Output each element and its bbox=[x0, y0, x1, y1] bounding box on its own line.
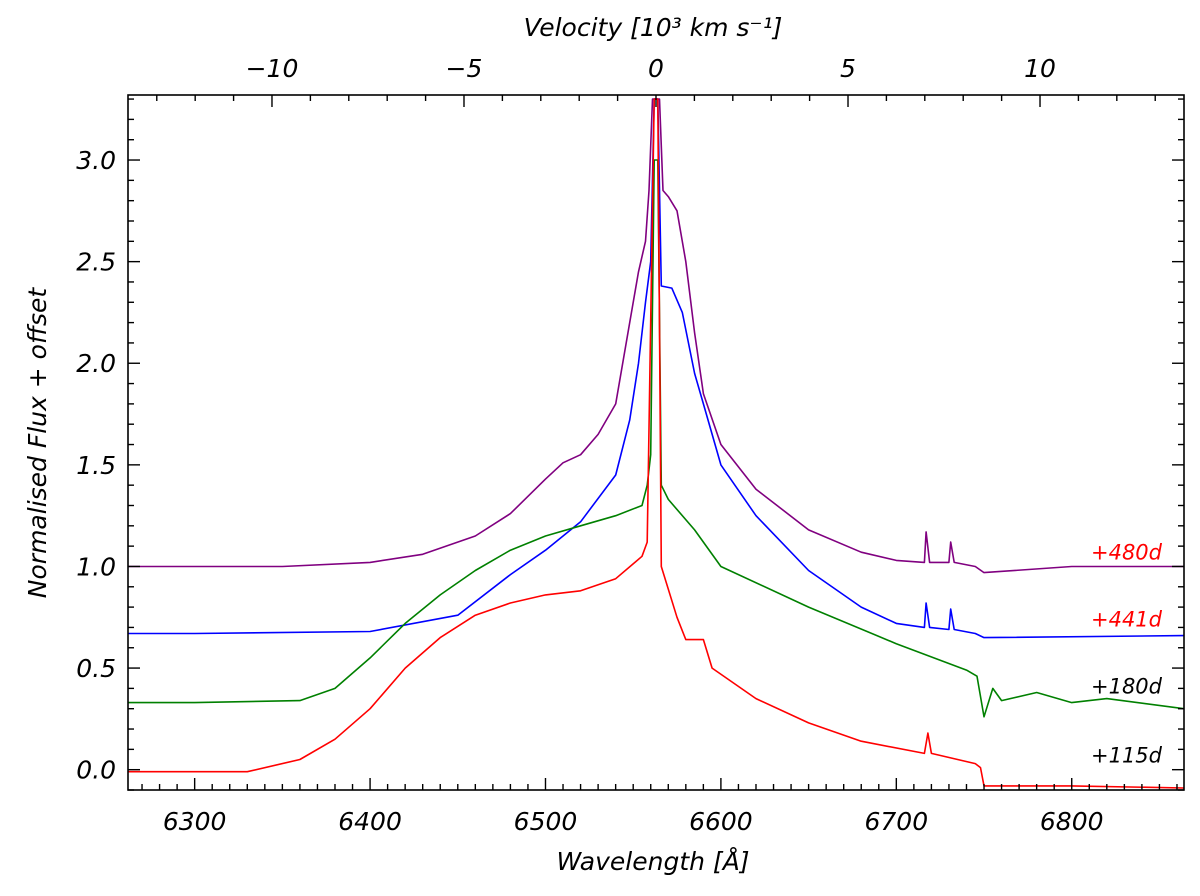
x-tick-label: 6300 bbox=[163, 807, 227, 836]
top-tick-label: −5 bbox=[446, 54, 483, 83]
series-line-p441d bbox=[128, 98, 1184, 639]
y-tick-label: 3.0 bbox=[76, 146, 116, 175]
x-axis-title: Wavelength [Å] bbox=[556, 847, 749, 876]
series-line-p115d bbox=[128, 98, 1184, 789]
axes-layer: 6300 6400 6500 6600 6700 6800 0.0 0.5 1.0 1.5 2.0 2… bbox=[76, 54, 1185, 836]
x-tick-label: 6800 bbox=[1040, 807, 1104, 836]
labels-layer: +480d +441d +180d +115d bbox=[1091, 540, 1163, 767]
top-tick-label: 10 bbox=[1024, 54, 1056, 83]
series-layer bbox=[128, 98, 1184, 789]
y-tick-label: 1.5 bbox=[76, 451, 116, 480]
y-tick-label: 1.0 bbox=[76, 552, 116, 581]
y-tick-label: 2.0 bbox=[76, 349, 116, 378]
series-line-p180d bbox=[128, 159, 1184, 718]
epoch-label: +441d bbox=[1091, 608, 1163, 632]
top-axis-title: Velocity [10³ km s⁻¹] bbox=[524, 13, 783, 42]
y-tick-label: 0.5 bbox=[76, 654, 116, 683]
epoch-label: +115d bbox=[1091, 744, 1163, 768]
y-axis-title: Normalised Flux + offset bbox=[23, 287, 52, 599]
epoch-label: +180d bbox=[1091, 675, 1163, 699]
y-tick-label: 0.0 bbox=[76, 756, 116, 785]
epoch-label: +480d bbox=[1091, 540, 1163, 564]
x-tick-label: 6700 bbox=[865, 807, 929, 836]
top-tick-label: −10 bbox=[246, 54, 299, 83]
x-tick-label: 6500 bbox=[514, 807, 578, 836]
series-line-p480d bbox=[128, 98, 1184, 574]
top-tick-label: 0 bbox=[648, 54, 664, 83]
y-tick-label: 2.5 bbox=[76, 248, 116, 277]
top-tick-label: 5 bbox=[840, 54, 856, 83]
x-tick-label: 6600 bbox=[689, 807, 753, 836]
plot-frame bbox=[127, 94, 1185, 791]
x-tick-label: 6400 bbox=[338, 807, 402, 836]
